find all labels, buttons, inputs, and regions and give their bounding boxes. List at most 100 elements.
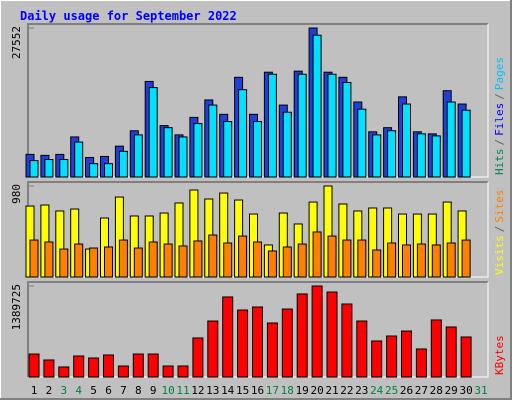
y-tick-label: 980 [10,184,23,204]
bar [118,239,128,278]
bar [29,160,39,178]
bar [208,104,218,178]
bar [312,34,322,178]
bar [58,366,70,378]
bar [222,296,234,378]
bar [460,336,472,378]
legend: Visits / Sites [493,190,506,276]
x-tick-label: 27 [415,384,428,397]
bar [73,355,85,378]
legend-entry: Sites [493,190,506,223]
x-tick-label: 24 [370,384,384,397]
bar [177,365,189,378]
legend-separator: / [493,226,506,233]
bar [103,354,114,378]
bar [162,365,174,378]
bar [446,242,456,278]
bar [371,340,383,378]
bar [311,285,323,378]
legend-entry: Pages [493,57,506,90]
bar [445,326,457,378]
x-tick-label: 29 [445,384,458,397]
bar [133,134,143,178]
bar [372,249,382,278]
bar [342,81,352,178]
bar [253,121,262,178]
x-tick-label: 13 [206,384,219,397]
x-tick-label: 14 [221,384,235,397]
bar [312,231,322,278]
x-tick-label: 11 [176,384,189,397]
x-tick-label: 25 [385,384,398,397]
bar [178,245,188,278]
bar [341,303,353,378]
chart-title: Daily usage for September 2022 [20,9,237,23]
x-tick-label: 9 [150,384,157,397]
x-tick-label: 15 [236,384,249,397]
x-tick-label: 1 [31,384,38,397]
bar [356,320,368,378]
bar [163,127,173,178]
legend-entry: Visits [493,235,506,275]
bar [431,244,441,278]
bar [74,243,84,278]
bar [372,134,382,178]
bar [416,243,426,278]
bar [29,239,39,278]
bar [416,133,426,178]
bar [327,235,337,278]
bar [133,247,143,278]
x-tick-label: 10 [161,384,174,397]
bar [238,89,248,178]
x-tick-label: 30 [459,384,472,397]
bar [267,250,277,278]
x-tick-label: 31 [474,384,487,397]
bar [387,130,397,178]
bar [44,159,54,178]
bar [387,242,397,278]
legend-separator: / [493,93,506,100]
x-tick-label: 8 [135,384,142,397]
bar [147,353,159,378]
x-tick-label: 21 [325,384,338,397]
bar [88,357,100,378]
bar [357,108,367,178]
bar [282,246,292,278]
bar [193,123,203,178]
bar [430,319,442,378]
bar [178,136,188,178]
bar [117,365,129,378]
bar [207,320,219,378]
bar [223,121,233,178]
bar [386,335,398,378]
x-tick-label: 23 [355,384,368,397]
bar [326,291,338,378]
bar [43,359,55,378]
legend-entry: Hits [493,149,506,176]
bar [252,306,263,378]
x-tick-label: 28 [430,384,443,397]
bar [104,246,113,278]
bar [282,111,292,178]
y-tick-label: 27552 [10,26,23,59]
bar [461,239,471,278]
bar [163,243,173,278]
x-tick-label: 4 [75,384,82,397]
bar [208,234,218,278]
bar [401,330,412,378]
bar [281,308,293,378]
bar [59,248,69,278]
bar [44,241,54,278]
bar [253,241,262,278]
bar [223,242,233,278]
bar [237,309,249,378]
x-tick-label: 5 [90,384,97,397]
bar [132,353,144,378]
bar [267,73,277,178]
x-tick-label: 20 [310,384,323,397]
x-tick-label: 19 [296,384,309,397]
bar [357,239,367,278]
bar [148,87,158,178]
legend-entry: KBytes [493,335,506,375]
